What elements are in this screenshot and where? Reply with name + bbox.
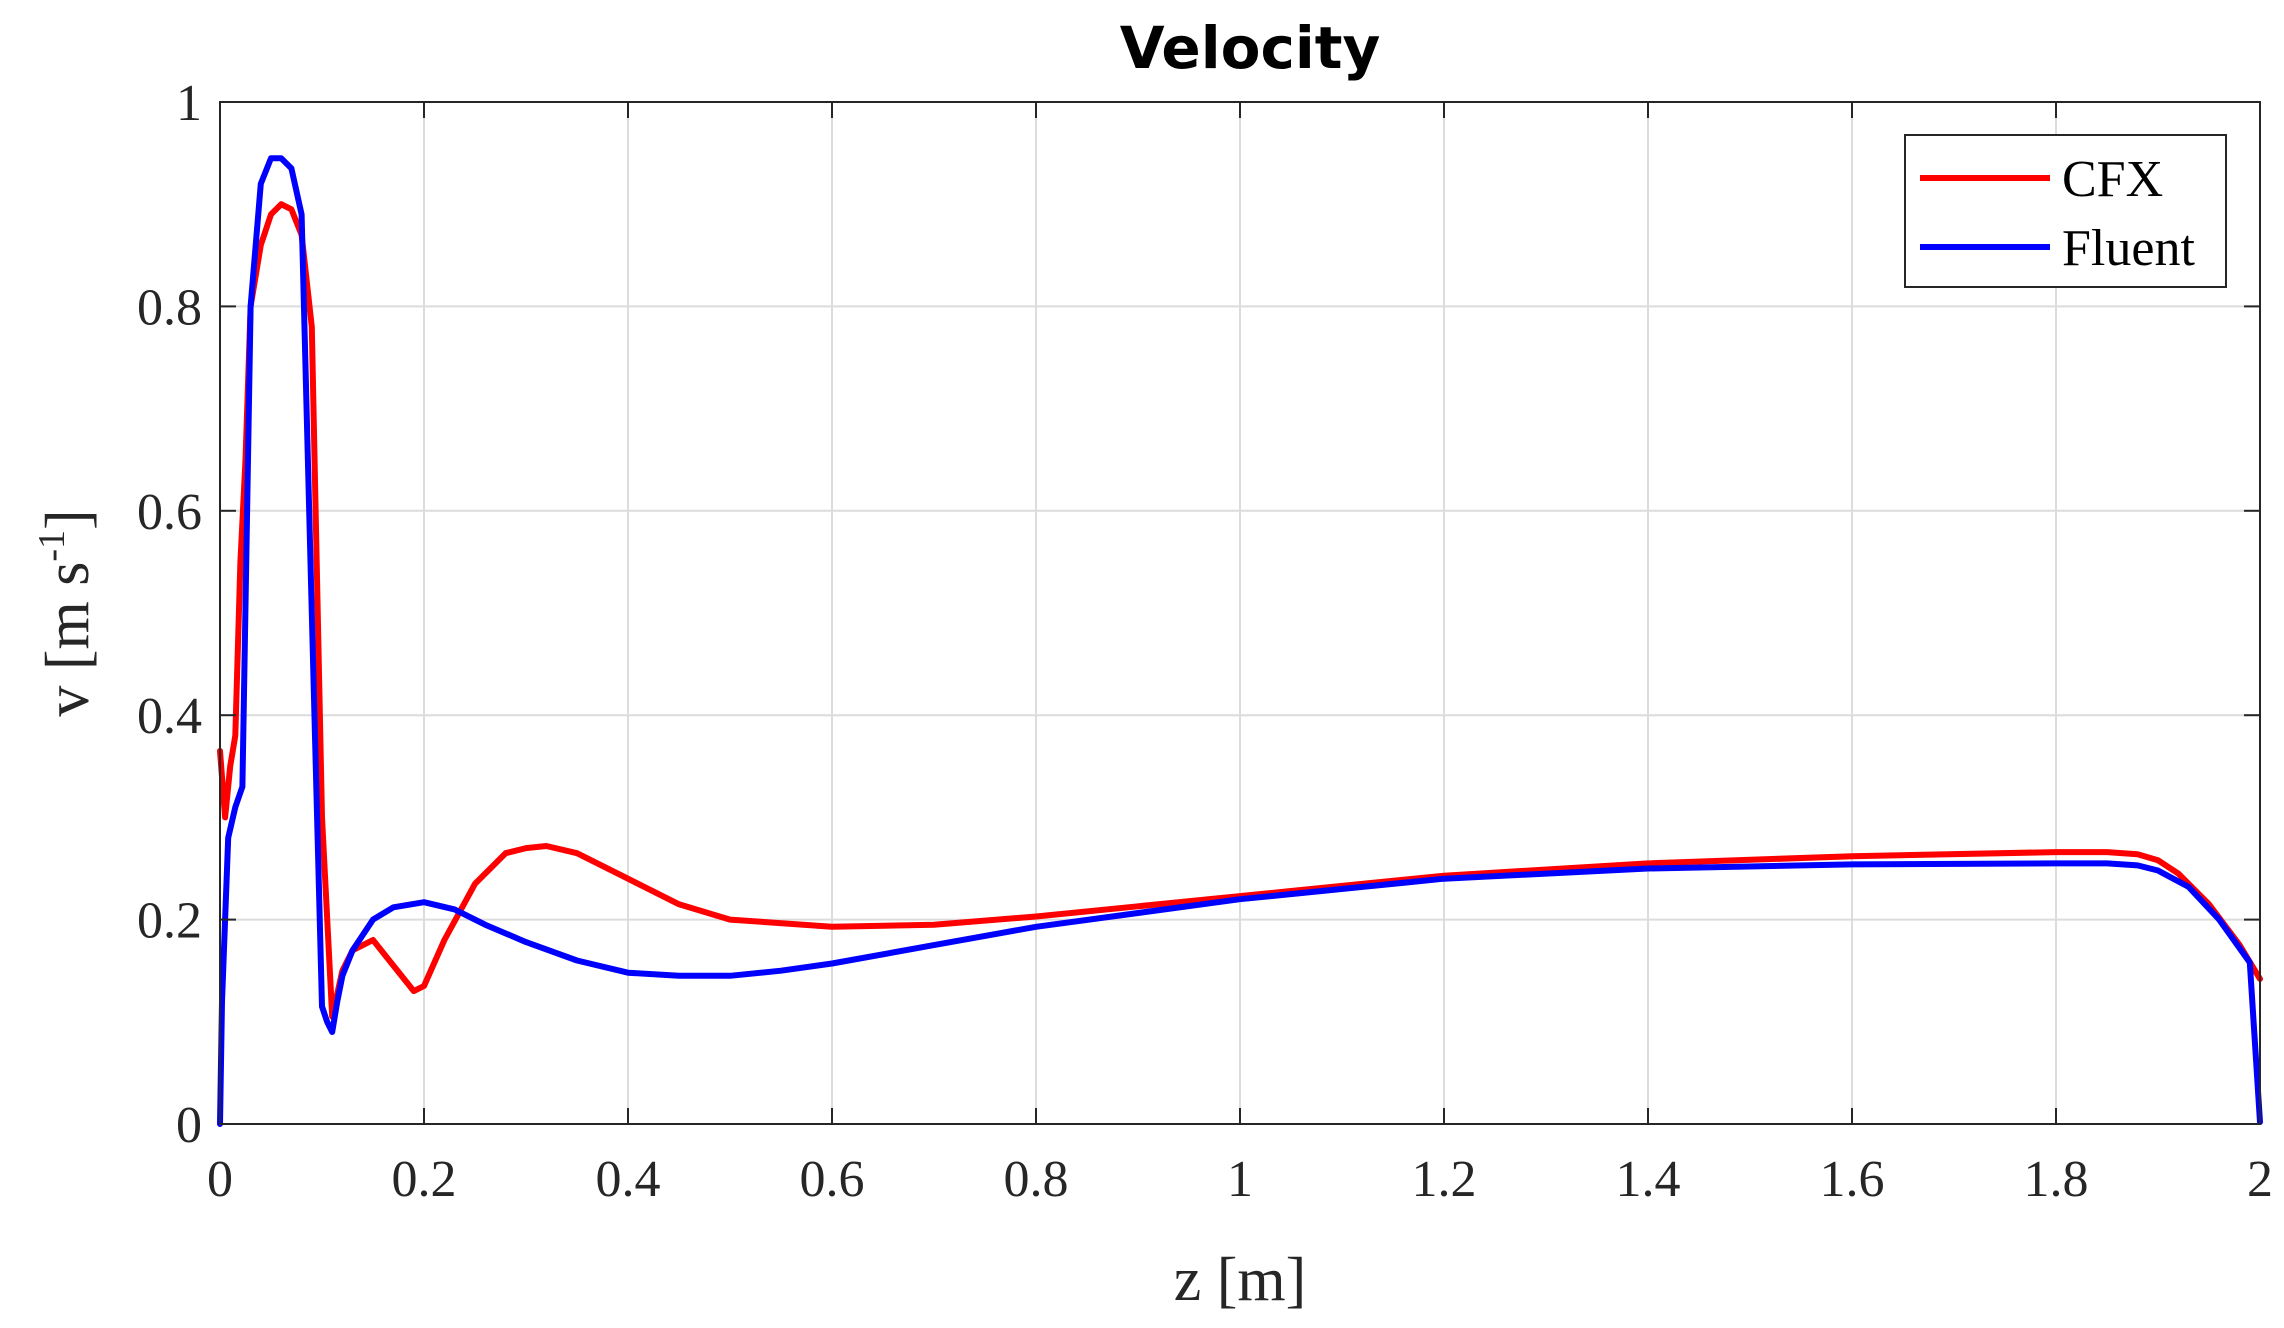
x-tick-label: 1.4: [1616, 1151, 1681, 1208]
y-axis-label-main: v [m s: [34, 562, 102, 717]
x-tick-label: 0: [207, 1151, 233, 1208]
series-line-cfx: [217, 201, 2263, 1020]
y-tick-label: 1: [176, 75, 202, 132]
x-tick-label: 1: [1227, 1151, 1253, 1208]
x-tick-label: 0.8: [1004, 1151, 1069, 1208]
x-tick-label: 1.6: [1820, 1151, 1885, 1208]
y-axis-label: v [m s-1]: [31, 509, 102, 716]
chart-title: Velocity: [1120, 14, 1381, 82]
y-axis-label-close: ]: [34, 509, 102, 530]
y-axis-label-superscript: -1: [31, 530, 73, 562]
x-tick-label: 0.6: [800, 1151, 865, 1208]
y-tick-label: 0.8: [137, 279, 202, 336]
series-line-fluent: [217, 155, 2263, 1127]
legend-box: [1904, 134, 2227, 288]
axis-ticks: [219, 101, 2261, 1125]
x-tick-label: 0.2: [392, 1151, 457, 1208]
y-tick-label: 0.2: [137, 893, 202, 950]
x-tick-label: 2: [2247, 1151, 2273, 1208]
y-tick-label: 0: [176, 1097, 202, 1154]
series-layer: [217, 155, 2263, 1127]
legend-label-fluent: Fluent: [2062, 220, 2195, 277]
x-tick-label: 1.2: [1412, 1151, 1477, 1208]
legend-label-cfx: CFX: [2062, 151, 2163, 208]
x-axis-label: z [m]: [1174, 1246, 1307, 1314]
y-tick-labels: 0 0.2 0.4 0.6 0.8 1: [137, 75, 202, 1154]
x-tick-label: 0.4: [596, 1151, 661, 1208]
x-tick-label: 1.8: [2024, 1151, 2089, 1208]
x-tick-labels: 0 0.2 0.4 0.6 0.8 1 1.2 1.4 1.6 1.8 2: [207, 1151, 2273, 1208]
y-tick-label: 0.4: [137, 688, 202, 745]
legend: CFX Fluent: [1904, 134, 2227, 288]
y-tick-label: 0.6: [137, 484, 202, 541]
